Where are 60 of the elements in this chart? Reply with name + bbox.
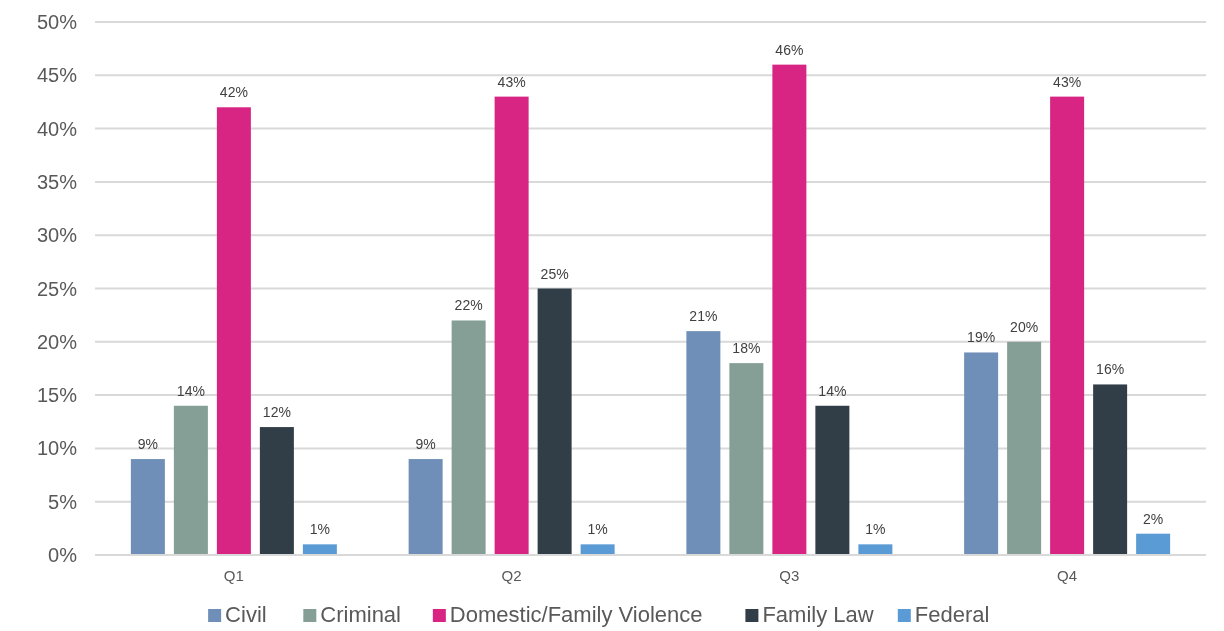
- data-label: 18%: [732, 340, 761, 357]
- bar: [408, 459, 443, 555]
- data-label: 22%: [454, 297, 483, 314]
- legend-label: Criminal: [320, 602, 402, 627]
- bar: [1007, 341, 1042, 555]
- bar: [858, 544, 893, 555]
- data-label: 19%: [967, 329, 996, 346]
- x-tick-label: Q3: [779, 567, 800, 584]
- data-label: 46%: [775, 41, 804, 58]
- bar: [1136, 533, 1171, 555]
- bar: [173, 405, 208, 555]
- y-tick-label: 0%: [48, 544, 78, 566]
- data-label: 9%: [415, 436, 436, 453]
- bar: [259, 427, 294, 555]
- y-tick-label: 20%: [36, 330, 78, 353]
- y-tick-label: 40%: [36, 117, 78, 140]
- bar: [580, 544, 615, 555]
- data-label: 42%: [219, 84, 248, 101]
- bar: [451, 320, 486, 555]
- data-label: 14%: [818, 382, 847, 399]
- bar: [537, 288, 572, 555]
- data-label: 2%: [1143, 510, 1164, 527]
- bar: [772, 64, 807, 555]
- bar: [494, 96, 529, 555]
- bar: [130, 459, 165, 555]
- bar: [302, 544, 337, 555]
- y-tick-label: 10%: [36, 437, 78, 460]
- data-label: 43%: [497, 73, 526, 90]
- legend-label: Domestic/Family Violence: [449, 602, 703, 627]
- y-tick-label: 25%: [36, 277, 78, 300]
- y-tick-label: 50%: [36, 11, 78, 33]
- data-label: 9%: [137, 436, 158, 453]
- bar: [1093, 384, 1128, 555]
- data-label: 14%: [176, 382, 205, 399]
- x-tick-label: Q4: [1057, 567, 1078, 584]
- data-label: 1%: [309, 521, 330, 538]
- bar: [729, 363, 764, 555]
- y-tick-label: 5%: [48, 490, 78, 513]
- x-tick-label: Q1: [223, 567, 244, 584]
- data-label: 20%: [1010, 318, 1039, 335]
- x-tick-label: Q2: [501, 567, 522, 584]
- bar: [216, 107, 251, 555]
- y-tick-label: 30%: [36, 224, 78, 247]
- y-tick-label: 35%: [36, 170, 78, 193]
- data-label: 12%: [262, 404, 291, 421]
- bar: [1050, 96, 1085, 555]
- data-label: 43%: [1053, 73, 1082, 90]
- bar: [815, 405, 850, 555]
- data-label: 1%: [587, 521, 608, 538]
- legend-label: Federal: [914, 602, 990, 627]
- data-label: 21%: [689, 308, 718, 325]
- bar: [964, 352, 999, 555]
- y-tick-label: 45%: [36, 64, 78, 87]
- data-label: 16%: [1096, 361, 1125, 378]
- bar: [686, 331, 721, 555]
- data-label: 25%: [540, 265, 569, 282]
- data-label: 1%: [865, 521, 886, 538]
- legend-label: Family Law: [762, 602, 874, 627]
- y-tick-label: 15%: [36, 384, 78, 407]
- legend-label: Civil: [225, 602, 267, 627]
